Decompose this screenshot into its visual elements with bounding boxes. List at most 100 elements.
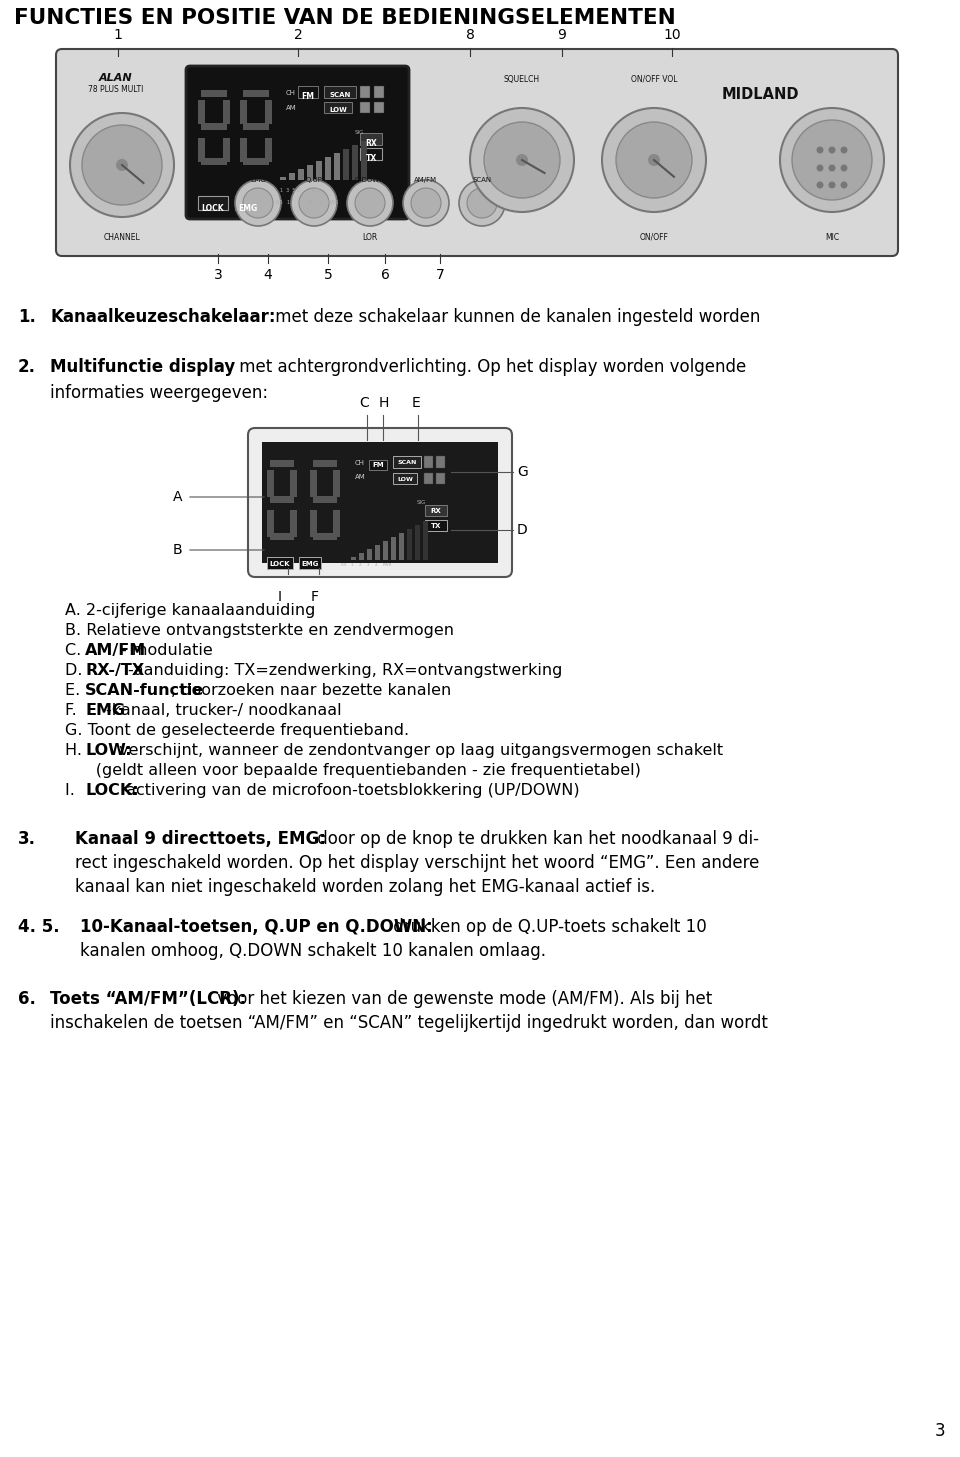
Text: 4: 4 bbox=[264, 268, 273, 283]
Text: A: A bbox=[173, 490, 182, 504]
Text: kanaal kan niet ingeschakeld worden zolang het EMG-kanaal actief is.: kanaal kan niet ingeschakeld worden zola… bbox=[75, 879, 656, 896]
Text: I: I bbox=[278, 590, 282, 605]
Bar bbox=[270, 533, 294, 541]
Circle shape bbox=[780, 108, 884, 213]
Text: CH: CH bbox=[286, 90, 296, 96]
Bar bbox=[383, 541, 388, 559]
Text: Multifunctie display: Multifunctie display bbox=[50, 358, 235, 376]
Text: RX: RX bbox=[431, 508, 442, 514]
Text: Kanaal 9 directtoets, EMG:: Kanaal 9 directtoets, EMG: bbox=[75, 830, 325, 848]
Bar bbox=[265, 101, 272, 124]
Bar bbox=[424, 474, 433, 484]
Bar bbox=[334, 153, 340, 181]
Text: -kanaal, trucker-/ noodkanaal: -kanaal, trucker-/ noodkanaal bbox=[107, 702, 342, 718]
Text: MIDLAND: MIDLAND bbox=[722, 87, 800, 102]
Text: 4: 4 bbox=[319, 200, 323, 205]
Bar bbox=[360, 149, 382, 160]
Bar bbox=[313, 495, 337, 503]
Circle shape bbox=[411, 188, 441, 219]
Text: informaties weergegeven:: informaties weergegeven: bbox=[50, 385, 268, 402]
Text: 0: 0 bbox=[297, 188, 300, 192]
Bar bbox=[270, 495, 294, 503]
Bar bbox=[313, 460, 337, 468]
Text: F.: F. bbox=[65, 702, 82, 718]
Bar bbox=[324, 86, 356, 98]
Bar bbox=[265, 138, 272, 162]
Text: 4. 5.: 4. 5. bbox=[18, 918, 60, 935]
Bar bbox=[290, 510, 297, 538]
Bar bbox=[198, 101, 205, 124]
Bar bbox=[307, 165, 313, 181]
Bar bbox=[201, 157, 227, 165]
Text: EMG: EMG bbox=[301, 561, 319, 567]
Text: 3: 3 bbox=[934, 1422, 945, 1440]
Text: SCAN: SCAN bbox=[329, 92, 350, 98]
Circle shape bbox=[484, 122, 560, 198]
Circle shape bbox=[841, 182, 848, 188]
Text: 1: 1 bbox=[351, 562, 353, 567]
Text: verschijnt, wanneer de zendontvanger op laag uitgangsvermogen schakelt: verschijnt, wanneer de zendontvanger op … bbox=[113, 743, 723, 758]
Circle shape bbox=[828, 147, 835, 153]
Text: C.: C. bbox=[65, 643, 86, 659]
Bar bbox=[436, 456, 445, 468]
Bar bbox=[375, 545, 380, 559]
Text: 4: 4 bbox=[375, 562, 377, 567]
Bar bbox=[360, 133, 382, 146]
Bar bbox=[361, 141, 367, 181]
Text: voor het kiezen van de gewenste mode (AM/FM). Als bij het: voor het kiezen van de gewenste mode (AM… bbox=[212, 989, 712, 1008]
Text: H: H bbox=[379, 396, 390, 409]
Text: met achtergrondverlichting. Op het display worden volgende: met achtergrondverlichting. Op het displ… bbox=[234, 358, 746, 376]
Bar bbox=[240, 138, 247, 162]
Circle shape bbox=[459, 181, 505, 226]
Text: LOW: LOW bbox=[329, 106, 347, 114]
Text: 6: 6 bbox=[380, 268, 390, 283]
Bar bbox=[316, 162, 322, 181]
Bar bbox=[360, 86, 370, 98]
Circle shape bbox=[817, 147, 824, 153]
Bar bbox=[223, 138, 230, 162]
Text: FM: FM bbox=[301, 92, 315, 101]
Text: - modulatie: - modulatie bbox=[121, 643, 212, 659]
Bar bbox=[424, 456, 433, 468]
Text: B: B bbox=[173, 543, 182, 557]
Circle shape bbox=[792, 119, 872, 200]
Bar bbox=[310, 471, 317, 497]
Bar bbox=[313, 533, 337, 541]
Bar bbox=[436, 474, 445, 484]
Bar bbox=[267, 510, 274, 538]
Text: PWR: PWR bbox=[328, 200, 339, 205]
Bar bbox=[374, 102, 384, 114]
Text: F: F bbox=[311, 590, 319, 605]
Text: AM: AM bbox=[355, 474, 366, 479]
Text: ON/OFF: ON/OFF bbox=[639, 233, 668, 242]
Bar bbox=[240, 101, 247, 124]
Text: AM/FM: AM/FM bbox=[85, 643, 146, 659]
Text: FM: FM bbox=[372, 462, 384, 468]
Text: G. Toont de geselecteerde frequentieband.: G. Toont de geselecteerde frequentieband… bbox=[65, 723, 409, 739]
Text: kanalen omhoog, Q.DOWN schakelt 10 kanalen omlaag.: kanalen omhoog, Q.DOWN schakelt 10 kanal… bbox=[80, 943, 546, 960]
Circle shape bbox=[347, 181, 393, 226]
Text: SIG: SIG bbox=[355, 130, 365, 136]
Text: met deze schakelaar kunnen de kanalen ingesteld worden: met deze schakelaar kunnen de kanalen in… bbox=[270, 307, 760, 326]
Text: B. Relatieve ontvangststerkte en zendvermogen: B. Relatieve ontvangststerkte en zendver… bbox=[65, 624, 454, 638]
Bar bbox=[262, 441, 498, 562]
Text: , doorzoeken naar bezette kanalen: , doorzoeken naar bezette kanalen bbox=[171, 683, 451, 698]
Bar bbox=[425, 520, 447, 530]
Text: RX-/TX: RX-/TX bbox=[85, 663, 144, 678]
Bar bbox=[393, 474, 417, 484]
Circle shape bbox=[828, 182, 835, 188]
Text: 2.: 2. bbox=[18, 358, 36, 376]
Bar bbox=[267, 471, 274, 497]
Bar bbox=[399, 533, 404, 559]
Bar bbox=[325, 157, 331, 181]
Text: Toets “AM/FM”(LCR):: Toets “AM/FM”(LCR): bbox=[50, 989, 246, 1008]
Text: AM/FM: AM/FM bbox=[415, 176, 438, 184]
Text: ON/OFF VOL: ON/OFF VOL bbox=[631, 74, 677, 85]
Text: ALAN: ALAN bbox=[99, 73, 132, 83]
Bar bbox=[198, 197, 228, 210]
Text: door op de knop te drukken kan het noodkanaal 9 di-: door op de knop te drukken kan het noodk… bbox=[312, 830, 759, 848]
Text: A. 2-cijferige kanaalaanduiding: A. 2-cijferige kanaalaanduiding bbox=[65, 603, 316, 618]
Bar bbox=[333, 471, 340, 497]
Text: SCAN-functie: SCAN-functie bbox=[85, 683, 204, 698]
Text: 7: 7 bbox=[436, 268, 444, 283]
